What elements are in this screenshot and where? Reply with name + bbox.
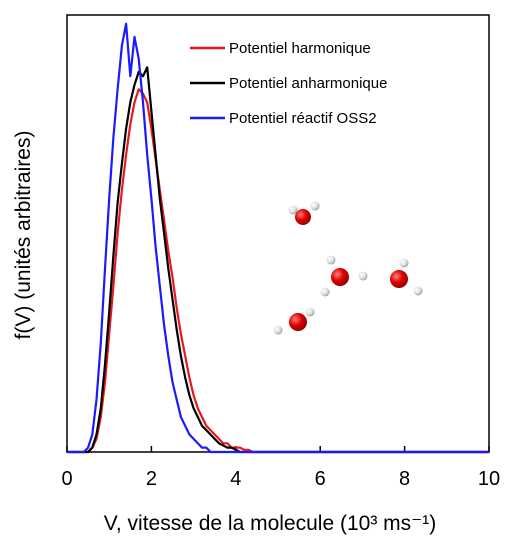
legend-label: Potentiel réactif OSS2	[229, 110, 377, 127]
x-tick-label: 6	[315, 468, 326, 490]
x-tick-label: 0	[61, 468, 72, 490]
water-molecule	[320, 255, 368, 297]
x-tick-label: 4	[230, 468, 241, 490]
water-molecule	[288, 201, 320, 225]
x-axis-label: V, vitesse de la molecule (10³ ms⁻¹)	[104, 512, 436, 535]
legend-label: Potentiel harmonique	[229, 40, 371, 57]
x-tick-label: 10	[478, 468, 500, 490]
data-line	[67, 88, 489, 454]
water-molecule	[390, 258, 423, 296]
x-tick-label: 2	[146, 468, 157, 490]
molecules	[273, 201, 423, 335]
legend-label: Potentiel anharmonique	[229, 75, 387, 92]
water-molecule	[273, 307, 315, 335]
x-tick-label: 8	[399, 468, 410, 490]
y-axis-label: f(V) (unités arbitraires)	[12, 131, 35, 340]
data-line	[67, 22, 489, 454]
